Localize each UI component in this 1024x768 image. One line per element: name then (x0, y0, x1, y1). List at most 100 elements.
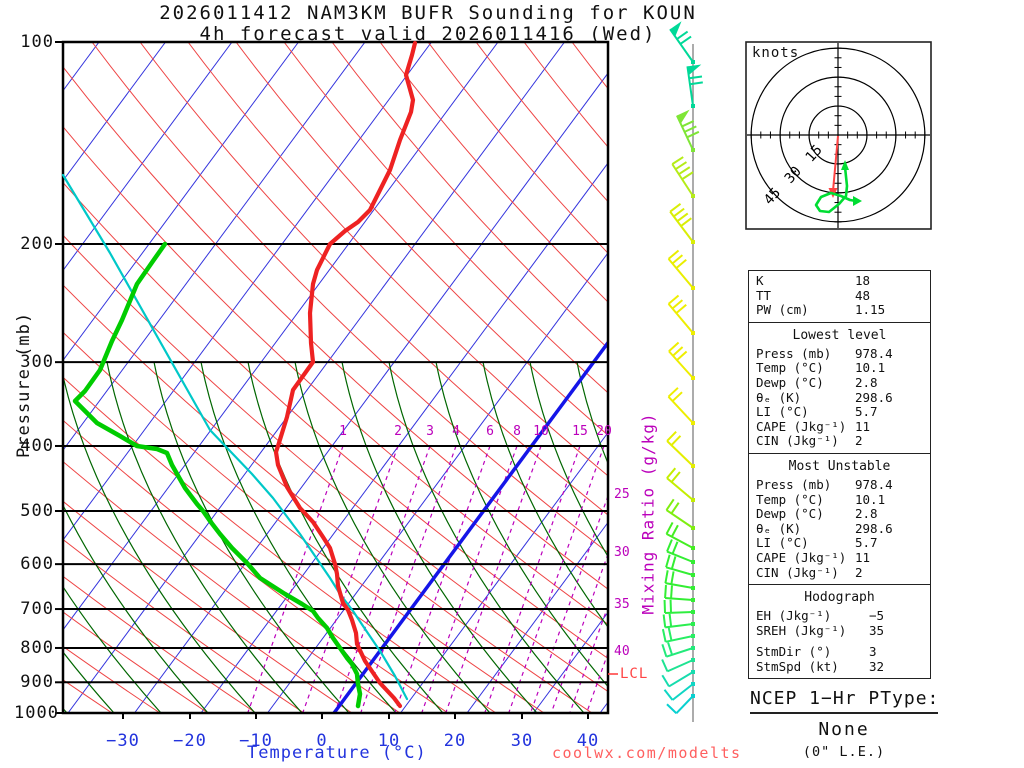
wind-barb (663, 682, 695, 701)
table-row: CAPE (Jkg⁻¹) 11 (756, 549, 871, 565)
mixing-ratio-tick-label: 35 (614, 597, 630, 612)
mixing-ratio-tick-label: 1 (339, 424, 347, 439)
mixing-ratio-tick-label: 8 (513, 424, 521, 439)
lcl-label: LCL (620, 666, 649, 682)
table-row: K 18 (756, 273, 871, 288)
dewpoint-trace (72, 241, 363, 709)
wind-barb (665, 521, 695, 550)
table-row: Dewp (°C) 2.8 (756, 506, 878, 522)
pressure-tick-label: 1000 (14, 703, 59, 723)
chart-title-line2: 4h forecast valid 2026011416 (Wed) (199, 23, 657, 45)
hodograph-section: Hodograph EH (Jkg⁻¹) −5 SREH (Jkg⁻¹) 35 StmD… (749, 584, 930, 678)
section-header: Lowest level (792, 327, 887, 343)
temperature-tick-label: 10 (377, 731, 401, 751)
stats-table: K 18 TT 48 PW (cm) 1.15 Lowest level Press (m… (748, 270, 931, 680)
mixing-ratio-tick-label: 4 (452, 424, 460, 439)
wind-barb (661, 642, 695, 658)
table-row: StmDir (°) 3 (756, 644, 877, 660)
mixing-ratio-tick-label: 2 (394, 424, 402, 439)
table-row: Temp (°C) 10.1 (756, 491, 886, 507)
skewt-grid (63, 42, 608, 713)
isobar-lines (55, 40, 610, 719)
temperature-tick-label: −30 (106, 731, 140, 751)
table-row: θₑ (K) 298.6 (756, 520, 893, 536)
wind-barb (661, 670, 695, 688)
mixing-ratio-tick-label: 20 (596, 424, 612, 439)
section-header: Most Unstable (788, 458, 891, 474)
wind-barb (667, 249, 695, 290)
wind-barb (667, 387, 695, 425)
ptype-note: (0" L.E.) (802, 744, 886, 760)
wind-barb (669, 21, 695, 64)
ptype-header: NCEP 1−Hr PType: (750, 688, 938, 714)
ptype-block: NCEP 1−Hr PType: None (0" L.E.) (750, 688, 938, 760)
wind-barb (676, 109, 700, 152)
wind-barb (664, 570, 695, 590)
pressure-tick-label: 600 (20, 554, 54, 575)
table-row: θₑ (K) 298.6 (756, 389, 893, 405)
wind-barb (669, 203, 695, 244)
temperature-trace (273, 40, 418, 709)
wind-barb (668, 341, 695, 380)
wetbulb-trace (61, 173, 409, 701)
mixing-ratio-tick-label: 40 (614, 644, 630, 659)
temperature-axis-label: Temperature (°C) (247, 743, 427, 763)
mixing-ratio-tick-label: 15 (572, 424, 588, 439)
temperature-tick-label: 20 (443, 731, 467, 751)
temperature-tick-label: −10 (239, 731, 273, 751)
wind-barb (666, 539, 695, 564)
table-row: EH (Jkg⁻¹) −5 (756, 608, 885, 624)
storm-motion-vector (832, 135, 839, 192)
mixing-ratio-tick-label: 30 (614, 545, 630, 560)
ptype-value: None (818, 719, 870, 740)
wind-barb (661, 627, 695, 643)
mixing-ratio-tick-label: 10 (533, 424, 549, 439)
table-row: PW (cm) 1.15 (756, 302, 886, 318)
mixing-ratio-tick-label: 3 (426, 424, 434, 439)
hodograph-trace (814, 165, 858, 214)
table-row: Press (mb) 978.4 (756, 476, 893, 492)
indices-section: K 18 TT 48 PW (cm) 1.15 (749, 271, 930, 322)
watermark: coolwx.com/modelts (552, 744, 742, 762)
pressure-tick-label: 400 (20, 435, 54, 456)
most-unstable-section: Most Unstable Press (mb) 978.4 Temp (°C) 10… (749, 452, 930, 584)
table-row: CIN (Jkg⁻¹) 2 (756, 433, 863, 449)
mixing-ratio-tick-label: 25 (614, 487, 630, 502)
table-row: LI (°C) 5.7 (756, 404, 878, 420)
temperature-tick-label: 0 (316, 731, 328, 751)
pressure-tick-label: 800 (20, 637, 54, 658)
section-header: Hodograph (804, 590, 875, 606)
pressure-tick-label: 300 (20, 352, 54, 373)
wind-barb (665, 554, 695, 577)
wind-barb (666, 430, 695, 468)
wind-barb (663, 599, 695, 614)
wind-barb-column (661, 21, 703, 722)
pressure-tick-label: 900 (20, 672, 54, 693)
wind-barb (666, 694, 695, 714)
table-row: SREH (Jkg⁻¹) 35 (756, 622, 885, 638)
table-row: TT 48 (756, 287, 871, 303)
wind-barb (661, 658, 695, 673)
pressure-tick-label: 500 (20, 501, 54, 521)
temperature-tick-label: 40 (576, 731, 600, 751)
wind-barb (667, 294, 695, 335)
wind-barb (664, 585, 695, 602)
mixing-ratio-tick-label: 6 (486, 424, 494, 439)
wind-barb (665, 498, 695, 530)
chart-title-line1: 2026011412 NAM3KM BUFR Sounding for KOUN (159, 2, 697, 24)
lowest-level-section: Lowest level Press (mb) 978.4 Temp (°C) 10.… (749, 321, 930, 453)
table-row: LI (°C) 5.7 (756, 535, 878, 551)
wind-barb (671, 156, 695, 198)
temperature-tick-label: 30 (510, 731, 534, 751)
temperature-tick-label: −20 (173, 731, 207, 751)
table-row: Temp (°C) 10.1 (756, 360, 886, 376)
chart-border (61, 40, 610, 715)
hodograph-trace-arrow (841, 160, 849, 170)
wind-barb (662, 613, 695, 629)
pressure-tick-label: 200 (20, 233, 54, 254)
table-row: CAPE (Jkg⁻¹) 11 (756, 418, 871, 434)
table-row: Press (mb) 978.4 (756, 345, 893, 361)
table-row: CIN (Jkg⁻¹) 2 (756, 564, 863, 580)
